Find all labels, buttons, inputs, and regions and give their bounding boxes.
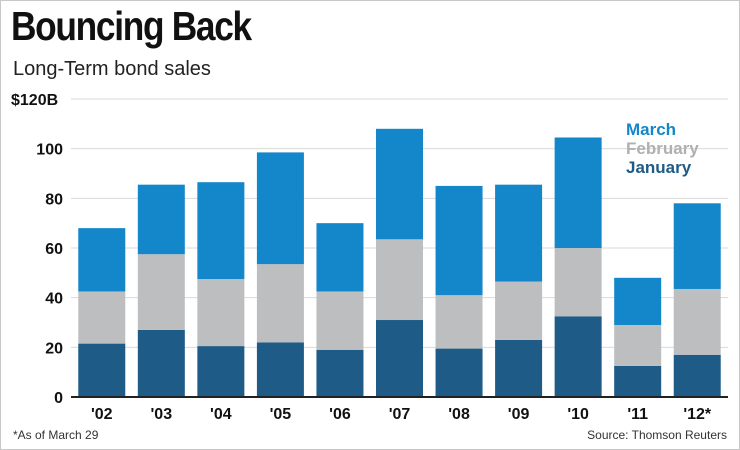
x-tick-label: '08 <box>448 406 470 423</box>
bar-february <box>435 295 483 349</box>
legend-item-march: March <box>626 120 676 139</box>
y-tick-label: 100 <box>36 142 63 159</box>
y-tick-label: 40 <box>45 291 63 308</box>
x-tick-label: '04 <box>210 406 232 423</box>
x-tick-label: '10 <box>567 406 589 423</box>
bar-march <box>376 128 423 240</box>
bar-march <box>197 182 245 280</box>
bar-march <box>495 184 543 282</box>
bar-february <box>614 324 662 366</box>
bar-february <box>137 254 185 330</box>
bar-january <box>554 316 602 397</box>
bar-january <box>256 342 304 397</box>
bar-march <box>137 184 185 255</box>
bar-january <box>495 339 543 397</box>
bar-march <box>554 137 602 248</box>
x-tick-label: '03 <box>151 406 173 423</box>
y-tick-label: 20 <box>45 340 63 357</box>
chart-subtitle: Long-Term bond sales <box>13 58 211 80</box>
chart-title: Bouncing Back <box>11 3 252 49</box>
bar-january <box>197 346 245 397</box>
bar-march <box>78 228 126 292</box>
source-note: Source: Thomson Reuters <box>587 428 727 442</box>
x-tick-label: '06 <box>329 406 351 423</box>
y-tick-label: 80 <box>45 191 63 208</box>
bar-january <box>78 343 126 397</box>
y-tick-label: 60 <box>45 241 63 258</box>
bar-march <box>614 277 662 325</box>
x-tick-label: '12* <box>683 406 712 423</box>
bar-january <box>316 349 364 397</box>
footnote: *As of March 29 <box>13 428 99 442</box>
x-tick-label: '02 <box>91 406 113 423</box>
legend-item-february: February <box>626 139 699 158</box>
bar-january <box>376 320 423 397</box>
y-tick-label: 0 <box>54 390 63 407</box>
bar-january <box>435 348 483 397</box>
bar-february <box>495 281 543 340</box>
bar-january <box>673 354 721 397</box>
bar-february <box>197 279 245 347</box>
y-tick-label: $120B <box>11 92 58 109</box>
bar-january <box>137 329 185 397</box>
x-tick-label: '11 <box>627 406 648 423</box>
bar-march <box>435 185 483 296</box>
bar-february <box>316 291 364 350</box>
x-tick-label: '05 <box>270 406 292 423</box>
bar-march <box>673 203 721 289</box>
bar-february <box>673 288 721 355</box>
bar-february <box>376 239 423 321</box>
bar-february <box>256 264 304 343</box>
x-tick-label: '09 <box>508 406 530 423</box>
bar-january <box>614 365 662 397</box>
bar-march <box>256 152 304 265</box>
bar-february <box>78 291 126 344</box>
x-tick-label: '07 <box>389 406 411 423</box>
bar-february <box>554 248 602 317</box>
bar-march <box>316 223 364 292</box>
legend-item-january: January <box>626 158 692 177</box>
